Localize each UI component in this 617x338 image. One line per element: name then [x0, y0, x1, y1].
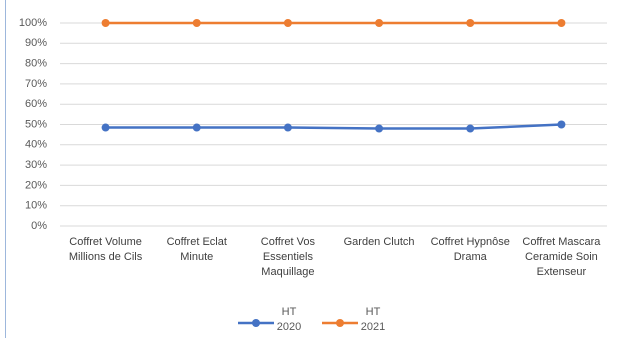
- y-tick-label: 60%: [25, 98, 47, 110]
- data-point: [375, 19, 384, 27]
- x-tick-label: Coffret Volume Millions de Cils: [68, 236, 143, 263]
- legend-label: HT 2020: [276, 306, 302, 333]
- x-tick-label: Coffret Hypnôse Drama: [430, 236, 510, 263]
- y-tick-label: 20%: [25, 179, 47, 191]
- legend-marker: [336, 319, 344, 327]
- series-line: [105, 123, 562, 130]
- y-tick-label: 10%: [25, 200, 47, 212]
- y-tick-label: 90%: [25, 37, 47, 49]
- data-point: [192, 19, 201, 27]
- legend-label: HT 2021: [360, 306, 386, 333]
- data-point: [557, 19, 566, 27]
- x-tick-label: Coffret Mascara Ceramide Soin Extenseur: [522, 236, 601, 278]
- data-point: [375, 124, 384, 133]
- data-point: [101, 123, 110, 132]
- legend-marker: [252, 319, 260, 327]
- data-point: [466, 124, 475, 133]
- data-point: [101, 19, 110, 27]
- x-tick-label: Coffret Eclat Minute: [166, 236, 227, 263]
- y-tick-label: 30%: [25, 159, 47, 171]
- y-tick-label: 80%: [25, 58, 47, 70]
- x-tick-label: Garden Clutch: [343, 236, 415, 248]
- data-point: [283, 19, 292, 27]
- y-tick-label: 0%: [31, 220, 47, 232]
- y-tick-label: 40%: [25, 139, 47, 151]
- y-tick-label: 70%: [25, 78, 47, 90]
- y-tick-label: 50%: [25, 118, 47, 130]
- chart-border: [5, 0, 6, 338]
- data-point: [466, 19, 475, 27]
- y-tick-label: 100%: [19, 17, 47, 29]
- data-point: [192, 123, 201, 132]
- data-point: [283, 123, 292, 132]
- x-tick-label: Coffret Vos Essentiels Maquillage: [260, 236, 316, 278]
- data-point: [557, 120, 566, 129]
